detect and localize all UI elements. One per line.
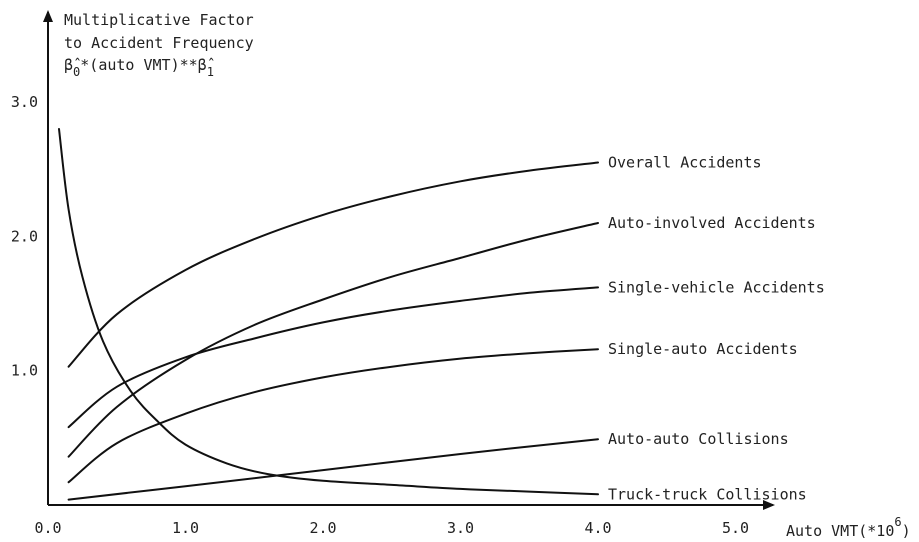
series-labels: Overall Accidents Auto-involved Accidents…	[608, 154, 825, 504]
y-tick-label: 1.0	[11, 362, 38, 380]
series-curves	[58, 128, 599, 501]
series-line-overall-accidents	[67, 161, 599, 368]
x-tick-label: 3.0	[447, 519, 474, 537]
series-line-single-vehicle-accidents	[67, 286, 599, 429]
series-line-single-auto-accidents	[67, 348, 599, 484]
series-label-single-vehicle-accidents: Single-vehicle Accidents	[608, 278, 825, 296]
x-axis-label-base: Auto VMT(*10	[786, 522, 894, 540]
series-label-auto-involved-accidents: Auto-involved Accidents	[608, 214, 816, 232]
x-tick-label: 5.0	[722, 519, 749, 537]
series-label-truck-truck-collisions: Truck-truck Collisions	[608, 485, 807, 503]
series-line-auto-involved-accidents	[67, 222, 599, 458]
x-axis-label: Auto VMT(*106)	[786, 515, 911, 540]
y-axis-label-line-2: to Accident Frequency	[64, 34, 254, 52]
formula-label: β̂0*(auto VMT)**β̂1	[64, 56, 214, 79]
series-label-single-auto-accidents: Single-auto Accidents	[608, 340, 798, 358]
y-tick-label: 3.0	[11, 93, 38, 111]
x-tick-label: 4.0	[584, 519, 611, 537]
x-axis-label-close: )	[902, 522, 911, 540]
series-label-auto-auto-collisions: Auto-auto Collisions	[608, 430, 789, 448]
formula-middle: *(auto VMT)**	[80, 56, 197, 74]
beta0-subscript: 0	[73, 65, 80, 79]
x-tick-label: 2.0	[309, 519, 336, 537]
x-axis-label-exponent: 6	[894, 515, 901, 529]
series-line-auto-auto-collisions	[67, 438, 599, 501]
tick-labels: 0.0 1.0 2.0 3.0 4.0 5.0 1.0 2.0 3.0	[11, 93, 749, 537]
y-tick-label: 2.0	[11, 227, 38, 245]
x-tick-label: 1.0	[172, 519, 199, 537]
series-label-overall-accidents: Overall Accidents	[608, 154, 762, 172]
x-tick-label: 0.0	[34, 519, 61, 537]
y-axis-label-line-1: Multiplicative Factor	[64, 11, 254, 29]
series-line-truck-truck-collisions	[58, 128, 599, 496]
beta1-subscript: 1	[207, 65, 214, 79]
